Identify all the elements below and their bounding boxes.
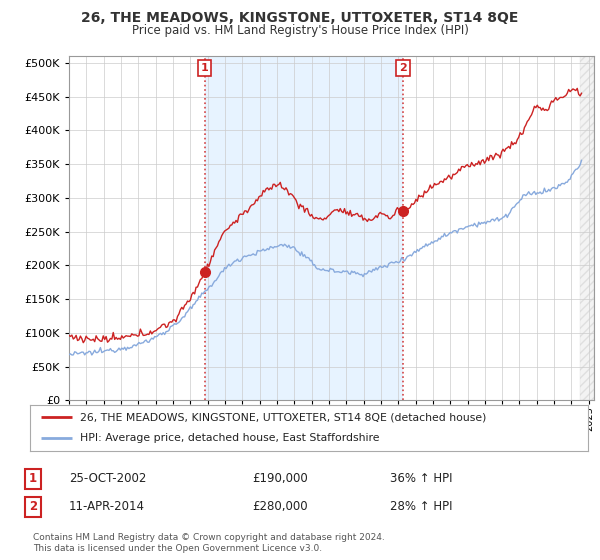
Text: 1: 1 (29, 472, 37, 486)
Text: 26, THE MEADOWS, KINGSTONE, UTTOXETER, ST14 8QE (detached house): 26, THE MEADOWS, KINGSTONE, UTTOXETER, S… (80, 412, 487, 422)
Text: 36% ↑ HPI: 36% ↑ HPI (390, 472, 452, 486)
Text: 2: 2 (29, 500, 37, 514)
Bar (205, 56, 403, 400)
Text: 26, THE MEADOWS, KINGSTONE, UTTOXETER, ST14 8QE: 26, THE MEADOWS, KINGSTONE, UTTOXETER, S… (82, 11, 518, 25)
Text: 1: 1 (201, 63, 209, 73)
Text: 25-OCT-2002: 25-OCT-2002 (69, 472, 146, 486)
Text: 11-APR-2014: 11-APR-2014 (69, 500, 145, 514)
Text: 2: 2 (399, 63, 407, 73)
Bar (580, 56, 594, 400)
Text: Price paid vs. HM Land Registry's House Price Index (HPI): Price paid vs. HM Land Registry's House … (131, 24, 469, 36)
Text: £190,000: £190,000 (252, 472, 308, 486)
Text: £280,000: £280,000 (252, 500, 308, 514)
Text: HPI: Average price, detached house, East Staffordshire: HPI: Average price, detached house, East… (80, 433, 380, 444)
Text: 28% ↑ HPI: 28% ↑ HPI (390, 500, 452, 514)
Text: Contains HM Land Registry data © Crown copyright and database right 2024.
This d: Contains HM Land Registry data © Crown c… (33, 533, 385, 553)
